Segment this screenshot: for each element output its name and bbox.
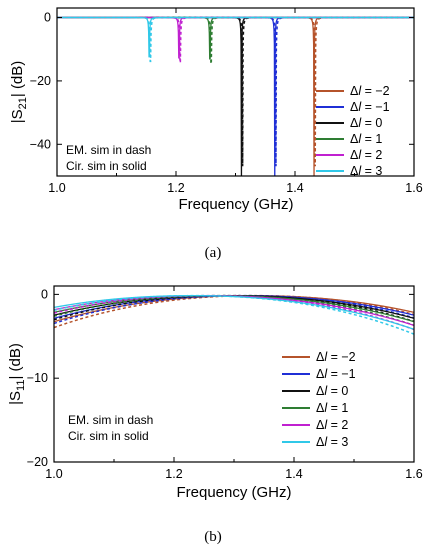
panel-b-curves <box>54 294 414 335</box>
series-line-em-3 <box>57 16 414 65</box>
x-tick-label: 1.4 <box>286 181 303 195</box>
legend-entry: Δl = 1 <box>316 401 348 415</box>
caption-b: (b) <box>204 529 222 545</box>
panel-b-note-em: EM. sim in dash <box>68 413 153 427</box>
panel-b-ticks: 1.0 1.2 1.4 1.6 0 −10 −20 <box>27 286 423 481</box>
panel-a-ticks: 1.0 1.2 1.4 1.6 0 −20 −40 <box>30 8 423 195</box>
series-line-em-4 <box>57 16 414 64</box>
y-tick-label: −20 <box>30 74 51 88</box>
series-line-cir-3 <box>57 16 414 60</box>
panel-a-ylabel: |S21| (dB) <box>9 61 29 124</box>
legend-entry: Δl = −1 <box>316 367 356 381</box>
x-tick-label: 1.0 <box>45 467 62 481</box>
series-line-em-4 <box>54 294 414 331</box>
x-tick-label: 1.2 <box>165 467 182 481</box>
caption-a: (a) <box>205 245 222 261</box>
panel-a-legend: Δl = −2 Δl = −1 Δl = 0 Δl = 1 Δl = 2 Δl = 3 <box>316 84 390 178</box>
panel-a-curves <box>57 16 414 176</box>
legend-entry: Δl = 2 <box>350 148 382 162</box>
panel-b-ylabel: |S11| (dB) <box>7 343 27 405</box>
panel-a: 1.0 1.2 1.4 1.6 0 −20 −40 Frequency (GHz) |S21… <box>9 7 423 213</box>
legend-entry: Δl = −1 <box>350 100 390 114</box>
y-tick-label: −10 <box>27 371 48 385</box>
panel-a-xlabel: Frequency (GHz) <box>178 196 293 213</box>
y-tick-label: 0 <box>44 11 51 25</box>
panel-b-xlabel: Frequency (GHz) <box>176 484 291 501</box>
series-line-cir-5 <box>54 294 414 330</box>
panel-b: 1.0 1.2 1.4 1.6 0 −10 −20 Frequency (GHz) |S11… <box>7 285 423 501</box>
series-line-cir-5 <box>57 16 414 58</box>
panel-a-note-cir: Cir. sim in solid <box>66 159 147 173</box>
panel-b-legend: Δl = −2 Δl = −1 Δl = 0 Δl = 1 Δl = 2 Δl = 3 <box>282 350 356 449</box>
legend-entry: Δl = 1 <box>350 132 382 146</box>
y-tick-label: −40 <box>30 137 51 151</box>
y-tick-label: −20 <box>27 455 48 469</box>
x-tick-label: 1.6 <box>405 181 422 195</box>
panel-a-note-em: EM. sim in dash <box>66 143 151 157</box>
legend-entry: Δl = 3 <box>350 164 382 178</box>
legend-entry: Δl = 0 <box>316 384 348 398</box>
series-line-em-5 <box>54 294 414 335</box>
y-tick-label: 0 <box>41 287 48 301</box>
legend-entry: Δl = 0 <box>350 116 382 130</box>
legend-entry: Δl = −2 <box>316 350 356 364</box>
panel-b-note-cir: Cir. sim in solid <box>68 429 149 443</box>
legend-entry: Δl = 2 <box>316 418 348 432</box>
legend-entry: Δl = 3 <box>316 435 348 449</box>
x-tick-label: 1.4 <box>285 467 302 481</box>
x-tick-label: 1.6 <box>405 467 422 481</box>
series-line-em-5 <box>57 16 414 63</box>
series-line-cir-4 <box>57 16 414 59</box>
x-tick-label: 1.2 <box>167 181 184 195</box>
legend-entry: Δl = −2 <box>350 84 390 98</box>
x-tick-label: 1.0 <box>48 181 65 195</box>
